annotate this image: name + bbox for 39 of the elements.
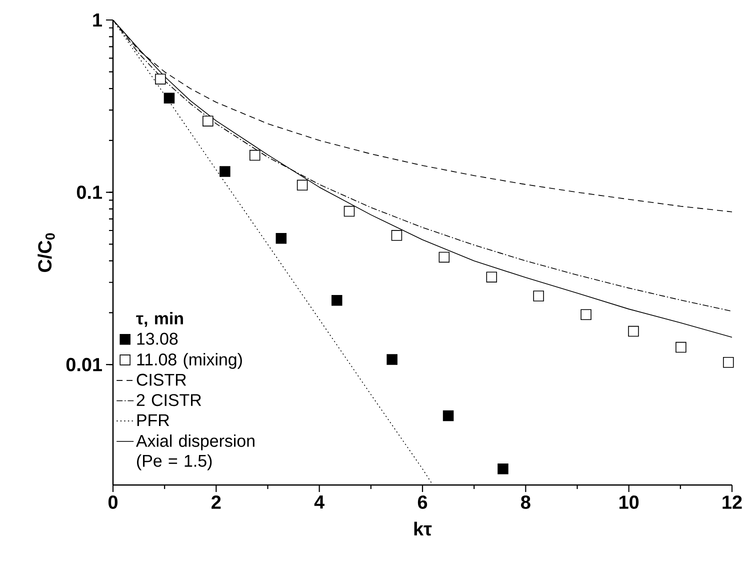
legend-label: 11.08 (mixing): [137, 353, 242, 369]
point: [676, 342, 686, 353]
x-axis-title: kτ: [414, 522, 432, 536]
point: [386, 354, 398, 365]
legend-title: τ, min: [136, 312, 183, 327]
legend-label: 2 CISTR: [136, 394, 202, 406]
x-tick-label: 10: [620, 495, 639, 509]
x-tick-label: 8: [521, 495, 530, 509]
point: [438, 252, 450, 263]
point: [344, 206, 355, 217]
point: [486, 272, 498, 282]
legend-label: PFR: [137, 414, 170, 426]
y-tick-label: 1: [93, 13, 102, 27]
x-tick-label: 6: [418, 495, 428, 509]
legend-label: Axial dispersion (Pe = 1.5): [136, 434, 254, 470]
point: [220, 166, 230, 177]
point: [723, 356, 734, 368]
point: [296, 180, 308, 191]
point: [331, 294, 342, 306]
point: [498, 464, 508, 474]
y-tick-label: 0.01: [66, 358, 102, 372]
point: [580, 309, 592, 320]
point: [164, 92, 175, 104]
text: C/C$_{0}$: [38, 233, 55, 272]
point: [533, 290, 544, 302]
x-tick-label: 0: [108, 495, 118, 509]
x-tick-label: 12: [722, 495, 742, 509]
point: [391, 230, 402, 241]
point: [249, 150, 260, 161]
point: [276, 233, 287, 244]
legend-label: CISTR: [136, 374, 186, 386]
point: [628, 326, 639, 337]
point: [442, 410, 454, 422]
x-tick-label: 4: [314, 495, 324, 509]
x-tick-label: 2: [212, 495, 221, 509]
point: [202, 116, 214, 126]
y-tick-label: 0.1: [76, 186, 102, 199]
point: [155, 74, 166, 84]
legend-label: 13.08: [137, 332, 178, 345]
